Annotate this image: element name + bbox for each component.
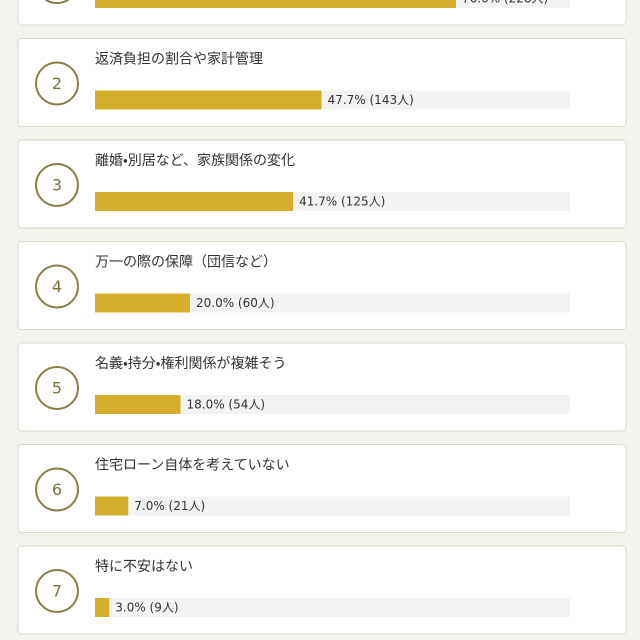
result-card: 4 万一の際の保障（団信など） 20.0% (60人) <box>17 241 627 330</box>
rank-number: 7 <box>52 582 62 601</box>
value-label: 18.0% (54人) <box>187 398 266 412</box>
bar-track <box>95 293 570 313</box>
bar <box>95 192 294 211</box>
rank-number: 2 <box>52 74 62 93</box>
value-label: 76.0% (228人) <box>462 0 548 6</box>
rank-badge <box>35 61 79 106</box>
rank-number: 3 <box>52 176 62 195</box>
bar <box>95 395 181 414</box>
rank-badge <box>35 467 79 512</box>
bar-track <box>95 496 570 516</box>
bar-track <box>95 598 570 617</box>
item-label: 離婚・別居など、家族関係の変化 <box>95 152 295 169</box>
bar <box>95 496 129 516</box>
result-card: 3 離婚・別居など、家族関係の変化 41.7% (125人) <box>17 139 627 229</box>
value-label: 47.7% (143人) <box>328 93 414 107</box>
rank-badge <box>35 264 79 309</box>
rank-number: 4 <box>52 277 62 296</box>
rank-badge <box>44 0 70 4</box>
item-label: 返済負担の割合や家計管理 <box>95 51 263 68</box>
bar <box>95 0 456 8</box>
rank-badge <box>35 366 79 410</box>
item-label: 名義・持分・権利関係が複雑そう <box>95 355 287 372</box>
item-label: 特に不安はない <box>95 559 193 575</box>
bar-track <box>95 395 570 414</box>
result-card: 6 住宅ローン自体を考えていない 7.0% (21人) <box>17 444 627 533</box>
result-card: 5 名義・持分・権利関係が複雑そう 18.0% (54人) <box>17 342 627 432</box>
rank-number: 5 <box>52 379 62 398</box>
value-label: 7.0% (21人) <box>134 499 205 513</box>
result-card: 2 返済負担の割合や家計管理 47.7% (143人) <box>17 38 627 127</box>
value-label: 20.0% (60人) <box>196 296 275 310</box>
item-label: 万一の際の保障（団信など） <box>95 255 277 271</box>
bar <box>95 90 322 110</box>
value-label: 41.7% (125人) <box>299 195 385 209</box>
result-card: 7 特に不安はない 3.0% (9人) <box>17 545 627 635</box>
value-label: 3.0% (9人) <box>115 601 178 615</box>
item-label: 住宅ローン自体を考えていない <box>95 458 290 474</box>
rank-number: 6 <box>52 480 62 499</box>
rank-badge <box>35 163 79 207</box>
result-card: 76.0% (228人) <box>17 0 627 26</box>
bar <box>95 598 110 617</box>
rank-badge <box>35 569 79 613</box>
bar <box>95 293 190 313</box>
